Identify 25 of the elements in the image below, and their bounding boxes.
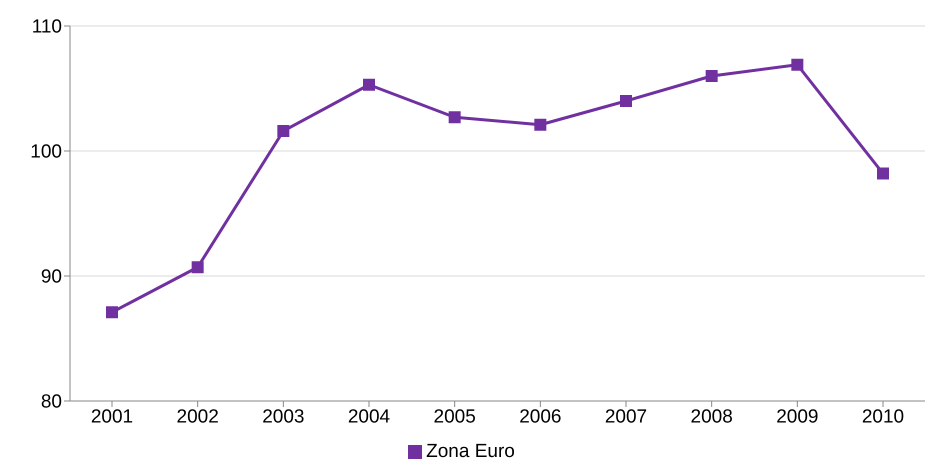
point <box>448 111 461 124</box>
point <box>706 70 718 82</box>
y-tick-label: 90 <box>40 266 62 288</box>
x-tick-label: 2006 <box>519 406 562 428</box>
y-tick-label: 110 <box>32 16 62 38</box>
point <box>106 306 118 318</box>
x-tick-label: 2008 <box>690 406 733 428</box>
x-tick-label: 2003 <box>262 406 304 428</box>
y-tick-label: 100 <box>30 142 62 163</box>
point <box>277 125 290 137</box>
x-tick-label: 2009 <box>776 406 818 428</box>
x-tick-label: 2007 <box>604 406 648 428</box>
x-tick-label: 2004 <box>348 406 391 428</box>
point <box>791 58 804 71</box>
point <box>620 95 632 107</box>
point <box>877 168 889 180</box>
point <box>192 261 204 274</box>
point <box>534 118 546 131</box>
x-tick-label: 2001 <box>90 406 134 428</box>
point <box>363 78 375 91</box>
x-tick-label: 2010 <box>862 406 904 428</box>
y-tick-label: 80 <box>40 392 62 413</box>
x-tick-label: 2005 <box>434 406 476 428</box>
x-tick-label: 2002 <box>176 406 219 428</box>
legend-label: Zona Euro <box>426 441 515 462</box>
